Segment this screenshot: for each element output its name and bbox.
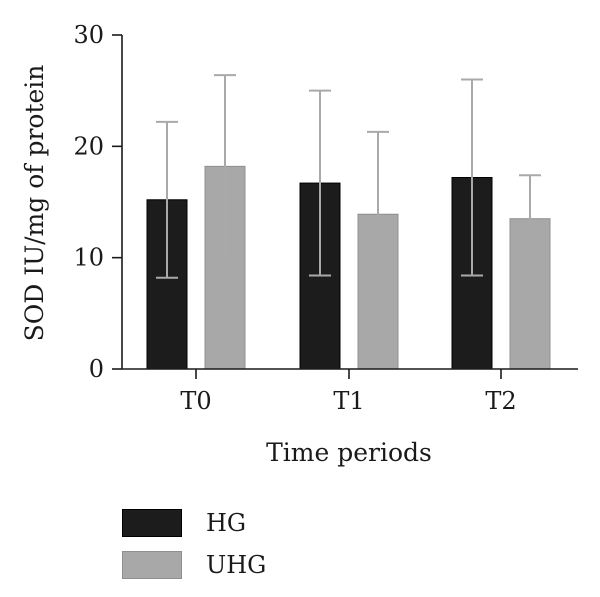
x-tick-label-T1: T1 <box>333 387 364 415</box>
legend-label-UHG: UHG <box>206 551 267 579</box>
y-axis-title: SOD IU/mg of protein <box>20 65 49 342</box>
x-axis-ticks: T0 T1 T2 <box>180 369 517 415</box>
x-axis-title: Time periods <box>266 438 432 467</box>
legend-label-HG: HG <box>206 509 247 537</box>
error-bars <box>156 74 541 298</box>
legend-swatch-HG <box>122 509 182 537</box>
legend-item-HG: HG <box>122 505 266 541</box>
legend: HG UHG <box>122 505 266 589</box>
bar-chart: 0 10 20 30 T0 T1 T2 SOD IU/mg of protein Time… <box>20 21 578 467</box>
y-tick-label-30: 30 <box>73 21 104 49</box>
y-tick-label-10: 10 <box>73 244 104 272</box>
bars <box>146 165 551 370</box>
x-tick-label-T0: T0 <box>180 387 211 415</box>
legend-item-UHG: UHG <box>122 547 266 583</box>
y-tick-label-20: 20 <box>73 132 104 160</box>
y-axis-ticks: 0 10 20 30 <box>73 21 122 383</box>
legend-swatch-UHG <box>122 551 182 579</box>
x-tick-label-T2: T2 <box>485 387 516 415</box>
y-tick-label-0: 0 <box>89 355 104 383</box>
